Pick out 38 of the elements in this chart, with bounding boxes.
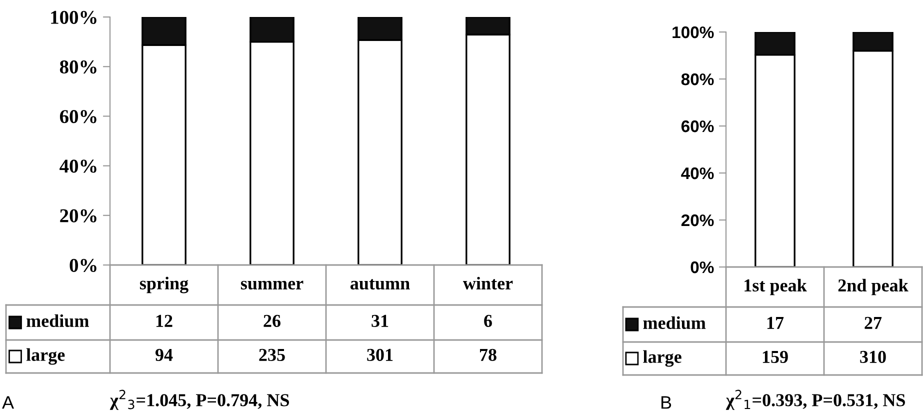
text: 17	[767, 316, 784, 329]
legend-label: medium	[26, 314, 89, 328]
x-tick-label: 2nd peak	[838, 278, 908, 296]
y-tick-label: 80%	[60, 60, 96, 74]
text: χ$^{2}$$_{1}$=0.393, P=0.531, NS	[726, 390, 905, 410]
text: χ$^{2}$$_{3}$=1.045, P=0.794, NS	[110, 390, 289, 410]
text: 94	[155, 348, 173, 362]
text: 301	[367, 348, 393, 362]
y-tick-label: 60%	[60, 110, 96, 124]
y-tick-label: 20%	[681, 214, 714, 226]
legend-label: medium	[643, 316, 706, 330]
text: 310	[860, 350, 886, 364]
text: 26	[264, 314, 280, 328]
y-tick-label: 60%	[681, 120, 714, 132]
text: B	[661, 396, 672, 409]
x-tick-label: summer	[240, 280, 304, 290]
x-tick-label: winter	[462, 276, 513, 290]
text: 12	[156, 314, 172, 327]
y-tick-label: 80%	[681, 73, 714, 86]
y-tick-label: 0%	[690, 261, 714, 274]
text: 6	[484, 314, 492, 328]
text: 27	[864, 316, 882, 329]
y-tick-label: 40%	[681, 167, 714, 180]
text: 235	[259, 348, 285, 362]
y-tick-label: 40%	[60, 160, 96, 173]
text: 78	[480, 348, 496, 362]
legend-label: large	[643, 350, 682, 367]
x-tick-label: autumn	[350, 279, 410, 290]
x-tick-label: 1st peak	[744, 278, 807, 296]
y-tick-label: 100%	[51, 10, 96, 24]
text: 159	[762, 350, 788, 364]
legend-label: large	[26, 348, 65, 365]
y-tick-label: 0%	[70, 258, 96, 272]
text: 31	[372, 314, 388, 328]
y-tick-label: 20%	[60, 209, 96, 222]
x-tick-label: spring	[140, 276, 188, 294]
y-tick-label: 100%	[672, 26, 714, 38]
text: A	[2, 396, 14, 409]
